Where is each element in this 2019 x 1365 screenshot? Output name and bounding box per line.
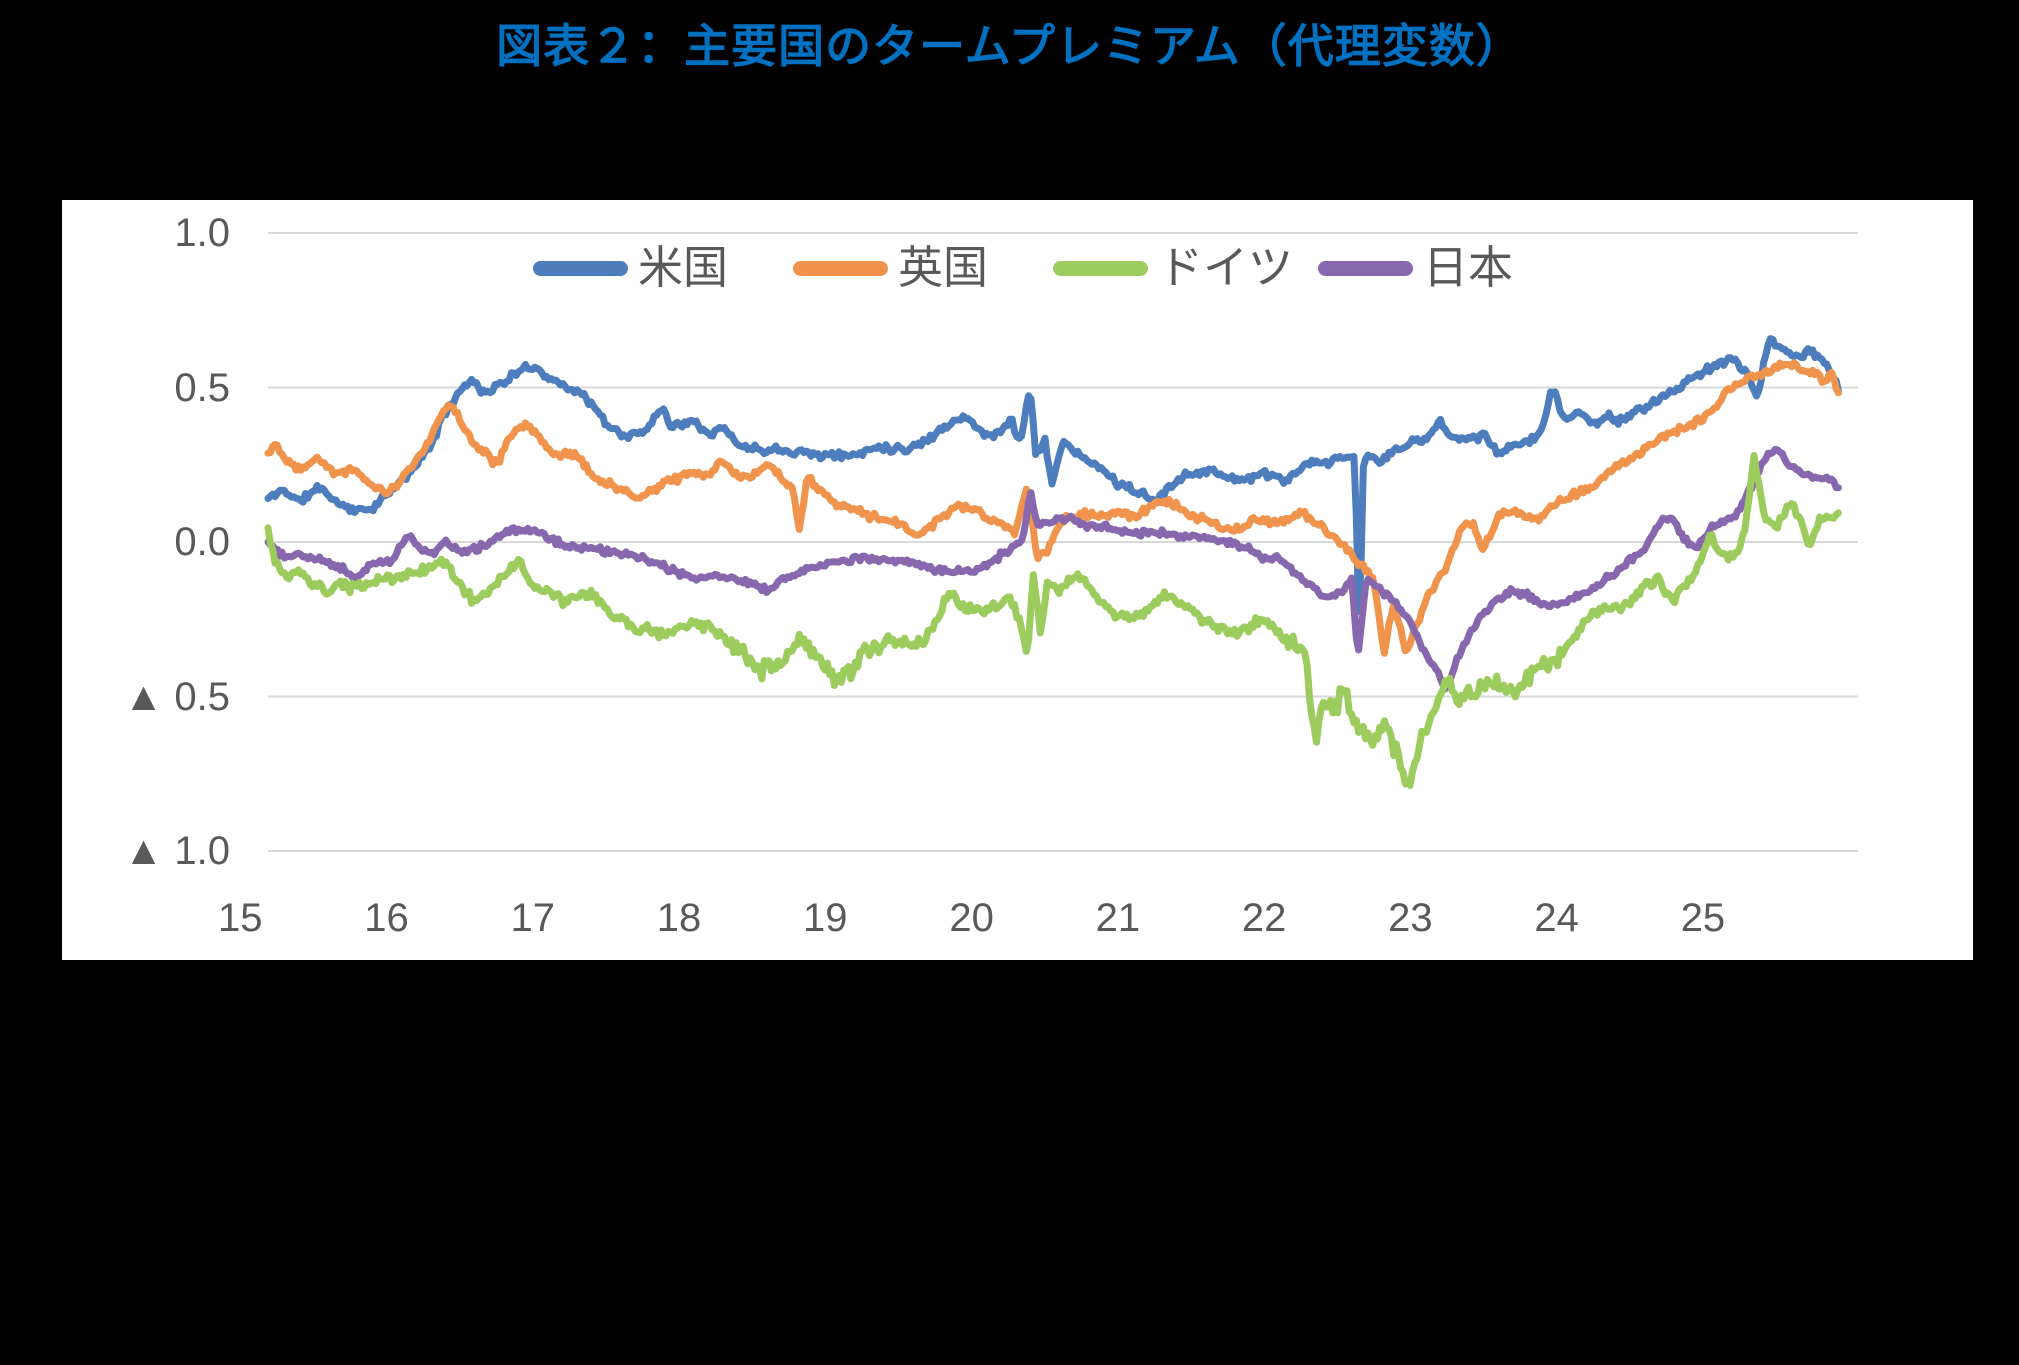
chart-plot bbox=[264, 232, 1858, 852]
series-line-英国 bbox=[264, 359, 1842, 657]
x-axis-tick-label: 23 bbox=[1388, 896, 1433, 940]
legend-item-英国: 英国 bbox=[793, 242, 989, 293]
chart-area bbox=[62, 200, 1973, 960]
legend-label: 英国 bbox=[898, 242, 989, 293]
legend-label: ドイツ bbox=[1158, 242, 1294, 293]
legend-label: 日本 bbox=[1423, 242, 1514, 293]
legend-swatch-icon bbox=[793, 260, 888, 276]
x-axis-tick-label: 15 bbox=[217, 896, 263, 940]
x-axis-tick-label: 16 bbox=[364, 896, 409, 940]
x-axis-tick-label: 21 bbox=[1095, 896, 1141, 940]
y-axis-tick-label: ▲ 1.0 bbox=[123, 829, 230, 873]
legend-swatch-icon bbox=[533, 260, 628, 276]
x-axis-tick-label: 25 bbox=[1680, 896, 1726, 940]
chart-title: 図表２：主要国のタームプレミアム（代理変数） bbox=[496, 20, 1523, 72]
legend-item-日本: 日本 bbox=[1318, 242, 1514, 293]
x-axis-tick-label: 22 bbox=[1241, 896, 1287, 940]
series-line-ドイツ bbox=[264, 452, 1842, 789]
legend-swatch-icon bbox=[1318, 260, 1413, 276]
legend-item-米国: 米国 bbox=[533, 242, 729, 293]
legend-swatch-icon bbox=[1053, 260, 1148, 276]
y-axis-tick-label: 0.0 bbox=[174, 520, 230, 564]
y-axis-tick-label: 0.5 bbox=[174, 365, 230, 410]
series-line-日本 bbox=[264, 445, 1842, 693]
x-axis-tick-label: 18 bbox=[656, 896, 702, 940]
y-axis-tick-label: 1.0 bbox=[174, 211, 230, 255]
series-line-米国 bbox=[264, 335, 1842, 615]
x-axis-tick-label: 19 bbox=[803, 896, 848, 940]
x-axis-tick-label: 17 bbox=[510, 896, 556, 940]
x-axis-tick-label: 20 bbox=[949, 896, 994, 940]
legend-item-ドイツ: ドイツ bbox=[1053, 242, 1294, 293]
legend-label: 米国 bbox=[638, 242, 729, 293]
x-axis-tick-label: 24 bbox=[1534, 896, 1579, 940]
y-axis-tick-label: ▲ 0.5 bbox=[123, 674, 230, 719]
